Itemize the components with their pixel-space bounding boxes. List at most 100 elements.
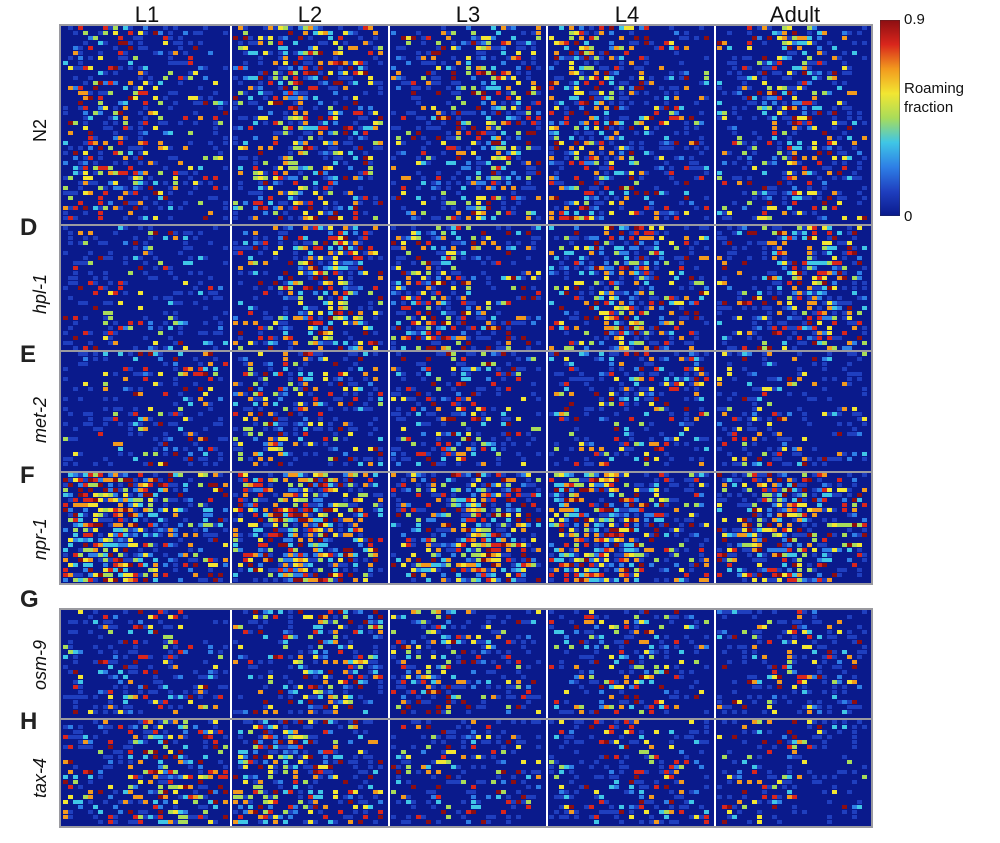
heatmap-cell bbox=[73, 301, 78, 305]
heatmap-cell bbox=[308, 166, 313, 170]
heatmap-cell bbox=[679, 286, 684, 290]
heatmap-cell bbox=[574, 326, 579, 330]
heatmap-cell bbox=[619, 171, 624, 175]
heatmap-cell bbox=[213, 41, 218, 45]
heatmap-cell bbox=[268, 341, 273, 345]
heatmap-cell bbox=[303, 226, 308, 230]
heatmap-cell bbox=[679, 216, 684, 220]
heatmap-cell bbox=[406, 36, 411, 40]
heatmap-cell bbox=[559, 186, 564, 190]
heatmap-cell bbox=[609, 226, 614, 230]
heatmap-cell bbox=[644, 191, 649, 195]
heatmap-cell bbox=[569, 316, 574, 320]
heatmap-cell bbox=[491, 106, 496, 110]
heatmap-cell bbox=[722, 261, 727, 265]
heatmap-cell bbox=[817, 61, 822, 65]
heatmap-cell bbox=[531, 226, 536, 230]
heatmap-cell bbox=[762, 276, 767, 280]
heatmap-cell bbox=[213, 31, 218, 35]
heatmap-cell bbox=[451, 271, 456, 275]
heatmap-cell bbox=[674, 181, 679, 185]
heatmap-cell bbox=[103, 41, 108, 45]
heatmap-cell bbox=[669, 346, 674, 350]
heatmap-cell bbox=[318, 271, 323, 275]
heatmap-cell bbox=[644, 231, 649, 235]
heatmap-cell bbox=[817, 121, 822, 125]
heatmap-cell bbox=[406, 276, 411, 280]
heatmap-cell bbox=[178, 66, 183, 70]
heatmap-cell bbox=[569, 151, 574, 155]
heatmap-cell bbox=[293, 346, 298, 350]
heatmap-cell bbox=[742, 286, 747, 290]
heatmap-cell bbox=[619, 276, 624, 280]
heatmap-cell bbox=[391, 341, 396, 345]
heatmap-cell bbox=[511, 336, 516, 340]
heatmap-cell bbox=[526, 126, 531, 130]
heatmap-cell bbox=[689, 141, 694, 145]
heatmap-cell bbox=[817, 46, 822, 50]
heatmap-cell bbox=[491, 66, 496, 70]
heatmap-cell bbox=[436, 146, 441, 150]
heatmap-cell bbox=[303, 116, 308, 120]
heatmap-cell bbox=[343, 31, 348, 35]
heatmap-cell bbox=[416, 171, 421, 175]
heatmap-cell bbox=[476, 36, 481, 40]
heatmap-cell bbox=[511, 116, 516, 120]
heatmap-cell bbox=[491, 166, 496, 170]
heatmap-cell bbox=[599, 96, 604, 100]
heatmap-cell bbox=[298, 201, 303, 205]
heatmap-cell bbox=[128, 151, 133, 155]
heatmap-cell bbox=[624, 186, 629, 190]
heatmap-cell bbox=[471, 136, 476, 140]
heatmap-cell bbox=[451, 296, 456, 300]
heatmap-cell bbox=[589, 291, 594, 295]
heatmap-cell bbox=[506, 121, 511, 125]
heatmap-cell bbox=[649, 216, 654, 220]
heatmap-cell bbox=[198, 181, 203, 185]
heatmap-cell bbox=[318, 106, 323, 110]
heatmap-cell bbox=[684, 76, 689, 80]
heatmap-cell bbox=[797, 296, 802, 300]
heatmap-cell bbox=[594, 76, 599, 80]
heatmap-cell bbox=[108, 26, 113, 30]
heatmap-cell bbox=[574, 31, 579, 35]
heatmap-cell bbox=[103, 36, 108, 40]
heatmap-cell bbox=[737, 301, 742, 305]
heatmap-cell bbox=[689, 251, 694, 255]
heatmap-cell bbox=[178, 81, 183, 85]
heatmap-cell bbox=[436, 261, 441, 265]
heatmap-cell bbox=[837, 156, 842, 160]
heatmap-cell bbox=[704, 236, 709, 240]
heatmap-cell bbox=[817, 286, 822, 290]
heatmap-cell bbox=[644, 256, 649, 260]
heatmap-cell bbox=[293, 241, 298, 245]
heatmap-cell bbox=[198, 96, 203, 100]
heatmap-cell bbox=[278, 201, 283, 205]
heatmap-cell bbox=[466, 321, 471, 325]
heatmap-cell bbox=[313, 76, 318, 80]
heatmap-cell bbox=[491, 216, 496, 220]
heatmap-cell bbox=[323, 206, 328, 210]
heatmap-cell bbox=[98, 331, 103, 335]
heatmap-cell bbox=[842, 311, 847, 315]
heatmap-cell bbox=[501, 346, 506, 350]
heatmap-cell bbox=[98, 271, 103, 275]
heatmap-cell bbox=[584, 66, 589, 70]
heatmap-cell bbox=[559, 161, 564, 165]
heatmap-cell bbox=[373, 156, 378, 160]
heatmap-cell bbox=[644, 116, 649, 120]
heatmap-cell bbox=[639, 321, 644, 325]
heatmap-cell bbox=[619, 136, 624, 140]
heatmap-cell bbox=[862, 246, 867, 250]
heatmap-cell bbox=[481, 206, 486, 210]
heatmap-cell bbox=[832, 111, 837, 115]
heatmap-cell bbox=[752, 76, 757, 80]
heatmap-cell bbox=[501, 51, 506, 55]
heatmap-cell bbox=[526, 216, 531, 220]
heatmap-cell bbox=[143, 41, 148, 45]
heatmap-cell bbox=[416, 271, 421, 275]
heatmap-cell bbox=[639, 236, 644, 240]
heatmap-cell bbox=[358, 61, 363, 65]
heatmap-cell bbox=[223, 86, 228, 90]
heatmap-cell bbox=[589, 216, 594, 220]
